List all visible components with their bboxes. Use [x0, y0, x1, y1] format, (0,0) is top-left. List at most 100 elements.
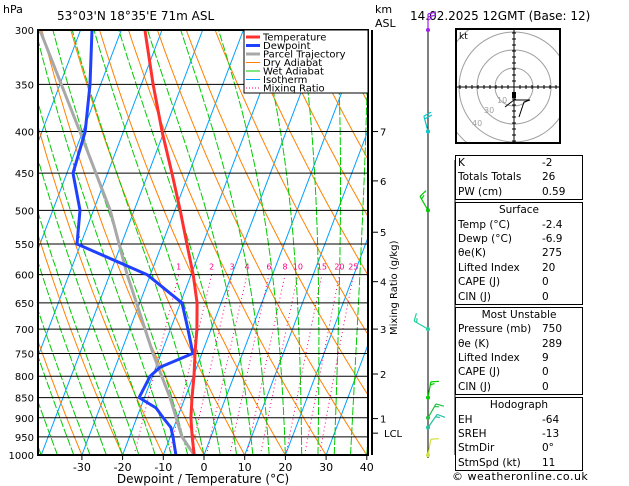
index-row: StmDir 0°	[458, 441, 580, 455]
pressure-tick-label: 1000	[9, 451, 34, 462]
mixing-ratio-label: 2	[209, 263, 214, 272]
mixing-ratio-label: 1	[176, 263, 181, 272]
index-row: Temp (°C) -2.4	[458, 218, 580, 232]
most-unstable-box: Most Unstable Pressure (mb) 750 θe (K) 289 Li…	[455, 306, 583, 396]
mixing-ratio-axis-label: Mixing Ratio (g/kg)	[389, 240, 400, 335]
hodograph-ring-label: 10	[497, 96, 507, 105]
wind-barb-flag	[427, 11, 437, 15]
index-value: -2	[542, 157, 553, 169]
x-axis: -30 -20 -10 0 10 20 30 40	[73, 455, 374, 474]
hodograph-trace	[504, 99, 531, 118]
indices-box: K -2 Totals Totals 26 PW (cm) 0.59	[455, 155, 583, 201]
wind-barb-shaft	[427, 439, 432, 456]
wind-barb-flag	[420, 194, 425, 200]
hodograph-stats-box: Hodograph EH -64 SREH -13 StmDir 0° StmSpd (kt)…	[455, 397, 583, 472]
index-row: Lifted Index 20	[458, 261, 580, 275]
km-tick-label: 5	[380, 228, 386, 239]
pressure-tick-label: 850	[15, 394, 34, 405]
index-label: PW (cm)	[458, 185, 503, 198]
wind-barb-base	[426, 129, 430, 134]
index-row: CIN (J) 0	[458, 290, 580, 304]
isotherm-line	[38, 30, 82, 144]
index-label: Temp (°C)	[458, 218, 511, 231]
x-tick-label: -30	[73, 461, 91, 474]
index-label: Lifted Index	[458, 261, 520, 274]
index-value: 750	[542, 323, 563, 336]
wind-barb-flag	[430, 380, 440, 383]
km-label: km	[375, 3, 392, 16]
index-row: PW (cm) 0.59	[458, 185, 580, 199]
pressure-tick-label: 650	[15, 299, 34, 310]
index-row: EH -64	[458, 413, 580, 427]
wind-barb-base	[426, 425, 430, 430]
pressure-tick-label: 750	[15, 349, 34, 360]
wind-barb-base	[426, 208, 430, 213]
index-row: CIN (J) 0	[458, 380, 580, 394]
index-row: Totals Totals 26	[458, 170, 580, 184]
dry-adiabat-line	[272, 30, 368, 218]
index-value: 289	[542, 337, 563, 350]
pressure-tick-label: 500	[15, 206, 34, 217]
mixing-ratio-label: 15	[317, 263, 327, 272]
pressure-tick-label: 600	[15, 271, 34, 282]
index-label: CIN (J)	[458, 290, 491, 303]
index-label: Totals Totals	[458, 171, 522, 184]
x-tick-label: 10	[238, 461, 252, 474]
pressure-tick-label: 550	[15, 240, 34, 251]
pressure-tick-label: 700	[15, 325, 34, 336]
index-value: -6.9	[542, 232, 563, 245]
wind-barb-flag	[413, 313, 417, 322]
km-axis: 1 2 3 4 5 6 7 LCL	[371, 30, 456, 455]
km-tick-label: 7	[380, 128, 386, 139]
wind-barb-base	[426, 327, 430, 332]
x-tick-label: -10	[154, 461, 172, 474]
index-row: CAPE (J) 0	[458, 275, 580, 289]
legend-label: Temperature	[262, 33, 326, 44]
index-label: Dewp (°C)	[458, 232, 512, 245]
wet-adiabat-line	[93, 30, 221, 455]
isotherm-line	[40, 30, 204, 455]
wind-barb-flag	[424, 114, 433, 120]
index-label: StmSpd (kt)	[458, 456, 521, 469]
hodograph-storm-marker	[512, 92, 516, 98]
wet-adiabat-line	[38, 400, 58, 455]
dry-adiabat-line	[243, 30, 368, 276]
index-label: CAPE (J)	[458, 366, 501, 379]
legend-label: Dry Adiabat	[263, 58, 322, 69]
pressure-tick-label: 350	[15, 80, 34, 91]
index-value: 275	[542, 247, 563, 260]
surface-title: Surface	[498, 204, 539, 217]
index-value: -2.4	[542, 218, 563, 231]
mixing-ratio-label: 10	[293, 263, 303, 272]
index-value: 0	[542, 290, 549, 303]
index-value: 26	[542, 171, 556, 184]
mixing-ratio-label: 3	[229, 263, 234, 272]
parcel-trajectory-line	[38, 30, 196, 455]
index-value: 0°	[542, 442, 554, 455]
mixing-ratio-label: 25	[348, 263, 358, 272]
wet-adiabat-line	[38, 100, 156, 455]
mixing-ratio-label: 20	[334, 263, 344, 272]
dry-adiabat-line	[38, 339, 83, 455]
pressure-tick-label: 950	[15, 433, 34, 444]
index-row: K -2	[458, 156, 580, 170]
wind-barb-base	[426, 395, 430, 400]
wind-barb-flag	[419, 190, 427, 197]
index-value: 20	[542, 261, 556, 274]
x-tick-label: 0	[201, 461, 208, 474]
wet-adiabat-line	[333, 30, 341, 455]
wind-barb-base	[426, 28, 430, 32]
pressure-tick-label: 300	[15, 26, 34, 37]
km-tick-label: 6	[380, 177, 386, 188]
wind-barb-flag	[427, 17, 433, 21]
copyright[interactable]: © weatheronline.co.uk	[452, 470, 589, 483]
km-tick-label: 2	[380, 370, 386, 381]
legend-label: Wet Adiabat	[263, 67, 324, 78]
profiles	[38, 30, 199, 455]
isotherm-line	[284, 236, 368, 455]
hodograph-unit-label: kt	[459, 32, 468, 42]
